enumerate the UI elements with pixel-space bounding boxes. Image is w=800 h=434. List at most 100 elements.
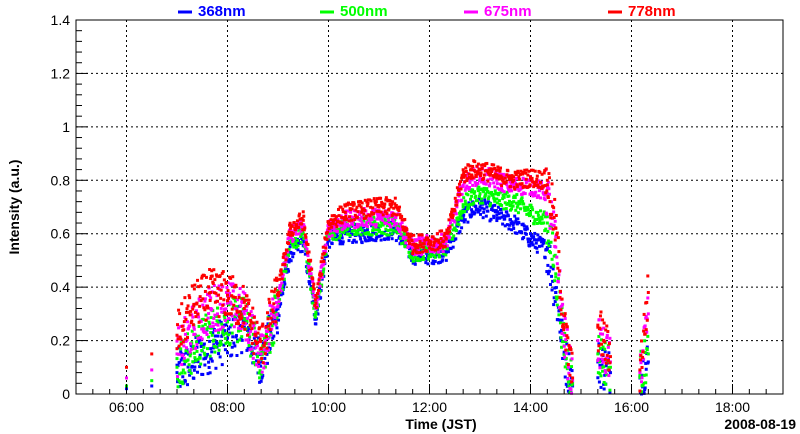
data-point: [514, 219, 518, 223]
data-point: [336, 207, 340, 211]
data-point: [645, 330, 649, 334]
data-point: [292, 223, 296, 227]
data-point: [325, 228, 329, 232]
data-point: [343, 204, 347, 208]
data-point: [288, 221, 292, 225]
data-point: [198, 298, 202, 302]
data-point: [183, 379, 187, 383]
data-point: [217, 330, 221, 334]
data-point: [202, 345, 206, 349]
data-point: [260, 324, 264, 328]
data-point: [464, 169, 468, 173]
data-point: [280, 277, 284, 281]
data-point: [644, 381, 648, 385]
data-point: [607, 368, 611, 372]
data-point: [337, 214, 341, 218]
data-point: [371, 228, 375, 232]
data-point: [243, 322, 247, 326]
data-point: [213, 329, 217, 333]
data-point: [466, 163, 470, 167]
data-point: [461, 184, 465, 188]
data-point: [349, 210, 353, 214]
data-point: [269, 322, 273, 326]
data-point: [564, 322, 568, 326]
data-point: [538, 182, 542, 186]
data-point: [268, 301, 272, 305]
data-point: [449, 221, 453, 225]
data-point: [365, 228, 369, 232]
data-point: [559, 308, 563, 312]
data-point: [429, 255, 433, 259]
data-point: [463, 210, 467, 214]
data-point: [603, 340, 607, 344]
data-point: [294, 232, 298, 236]
data-point: [277, 300, 281, 304]
data-point: [241, 319, 245, 323]
data-point: [395, 213, 399, 217]
data-point: [495, 176, 499, 180]
data-point: [270, 304, 274, 308]
data-point: [205, 332, 209, 336]
data-point: [532, 185, 536, 189]
data-point: [557, 318, 561, 322]
data-point: [473, 170, 477, 174]
data-point: [457, 223, 461, 227]
data-point: [436, 238, 440, 242]
data-point: [283, 282, 287, 286]
data-point: [223, 348, 227, 352]
data-point: [521, 172, 525, 176]
data-point: [262, 348, 266, 352]
data-point: [571, 376, 575, 380]
data-point: [425, 249, 429, 253]
data-point: [556, 277, 560, 281]
data-point: [275, 288, 279, 292]
data-point: [524, 227, 528, 231]
data-point: [478, 205, 482, 209]
data-point: [197, 315, 201, 319]
data-point: [317, 288, 321, 292]
data-point: [188, 354, 192, 358]
data-point: [531, 168, 535, 172]
data-point: [495, 173, 499, 177]
data-point: [229, 302, 233, 306]
data-point: [495, 213, 499, 217]
data-point: [197, 338, 201, 342]
data-point: [643, 351, 647, 355]
data-point: [342, 231, 346, 235]
data-point: [429, 249, 433, 253]
data-point: [242, 307, 246, 311]
data-point: [506, 214, 510, 218]
data-point: [279, 302, 283, 306]
data-point: [199, 338, 203, 342]
data-point: [215, 319, 219, 323]
data-point: [211, 331, 215, 335]
data-point: [213, 278, 217, 282]
data-point: [483, 198, 487, 202]
data-point: [569, 388, 573, 392]
data-point: [608, 391, 612, 395]
data-point: [356, 217, 360, 221]
data-point: [480, 180, 484, 184]
data-point: [500, 176, 504, 180]
data-point: [275, 313, 279, 317]
data-point: [432, 262, 436, 266]
data-point: [551, 227, 555, 231]
data-point: [551, 279, 555, 283]
data-point: [463, 173, 467, 177]
data-point: [347, 239, 351, 243]
data-point: [565, 342, 569, 346]
data-point: [472, 191, 476, 195]
data-point: [489, 167, 493, 171]
data-point: [188, 324, 192, 328]
data-point: [385, 212, 389, 216]
data-point: [477, 185, 481, 189]
data-point: [280, 283, 284, 287]
data-point: [603, 350, 607, 354]
data-point: [486, 209, 490, 213]
data-point: [431, 247, 435, 251]
data-point: [554, 226, 558, 230]
data-point: [365, 204, 369, 208]
data-point: [493, 199, 497, 203]
data-point: [598, 314, 602, 318]
data-point: [389, 199, 393, 203]
